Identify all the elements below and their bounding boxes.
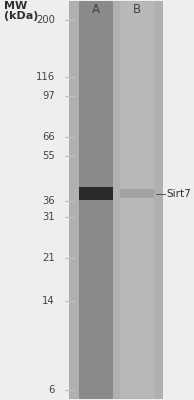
Text: B: B: [133, 3, 141, 16]
Bar: [79, 187, 113, 200]
Text: MW
(kDa): MW (kDa): [4, 1, 39, 22]
Text: A: A: [92, 3, 100, 16]
Text: 31: 31: [42, 212, 55, 222]
Bar: [120, 1, 154, 399]
Text: 6: 6: [48, 385, 55, 395]
Text: 97: 97: [42, 91, 55, 101]
Text: 14: 14: [42, 296, 55, 306]
Text: 21: 21: [42, 253, 55, 263]
Bar: [120, 189, 154, 198]
Bar: [79, 1, 113, 399]
Text: 66: 66: [42, 132, 55, 142]
Text: 200: 200: [36, 15, 55, 25]
Text: 116: 116: [36, 72, 55, 82]
Text: 36: 36: [42, 196, 55, 206]
Text: 55: 55: [42, 151, 55, 161]
Text: Sirt7: Sirt7: [166, 189, 191, 199]
Bar: [69, 1, 163, 399]
